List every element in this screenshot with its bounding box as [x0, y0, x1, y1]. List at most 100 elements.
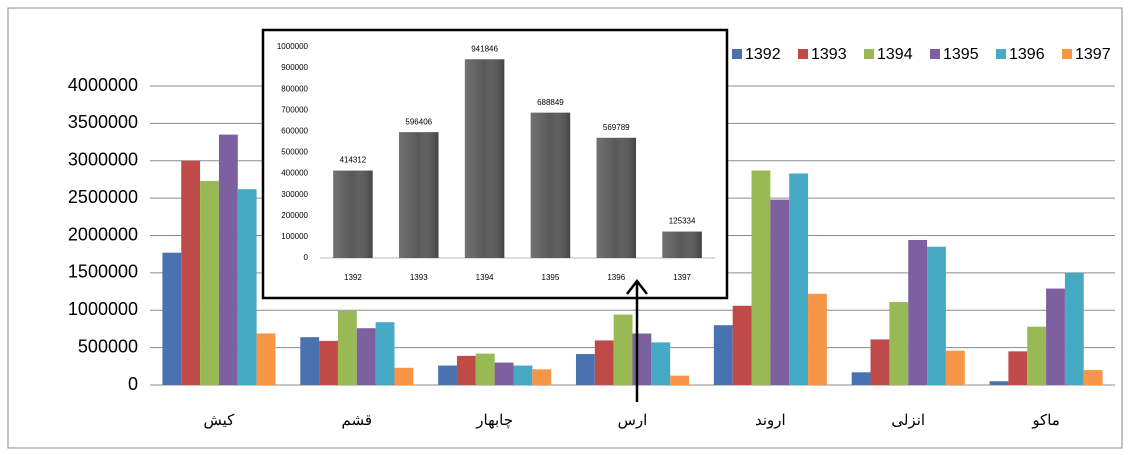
- arrow: [626, 278, 648, 402]
- bar: [594, 340, 614, 385]
- bar: [438, 365, 457, 385]
- x-tick-label: 1396: [607, 273, 625, 282]
- legend-label: 1394: [877, 46, 913, 63]
- bar: [1083, 370, 1103, 385]
- y-tick-label: 1500000: [68, 262, 138, 282]
- bar: [713, 325, 733, 385]
- bar: [870, 339, 890, 385]
- x-tick-label: 1397: [673, 273, 691, 282]
- bar: [162, 252, 182, 385]
- bar: [908, 239, 928, 385]
- legend-label: 1396: [1009, 46, 1045, 63]
- y-tick-label: 2500000: [68, 187, 138, 207]
- y-tick-label: 0: [128, 374, 138, 394]
- x-tick-label: 1394: [476, 273, 494, 282]
- x-tick-label: 1395: [542, 273, 560, 282]
- y-tick-label: 300000: [281, 190, 308, 199]
- bar: [651, 342, 671, 385]
- bar: [851, 372, 871, 385]
- y-tick-label: 500000: [78, 336, 138, 356]
- bar: [237, 189, 257, 385]
- bar: [394, 367, 414, 385]
- data-label: 569789: [603, 123, 630, 132]
- bar: [532, 369, 552, 385]
- legend-swatch: [732, 49, 742, 59]
- bar: [575, 354, 595, 385]
- bar: [337, 310, 357, 385]
- y-tick-label: 600000: [281, 127, 308, 136]
- y-tick-label: 900000: [281, 63, 308, 72]
- y-tick-label: 1000000: [277, 42, 309, 51]
- x-tick-label: اروند: [755, 412, 786, 429]
- bar: [494, 362, 514, 385]
- y-tick-label: 2000000: [68, 224, 138, 244]
- y-tick-label: 3500000: [68, 112, 138, 132]
- bar: [200, 180, 219, 385]
- bar: [770, 199, 790, 385]
- x-tick-label: ارس: [618, 412, 648, 429]
- bar: [613, 314, 633, 385]
- bar: [732, 305, 752, 385]
- bar: [751, 170, 771, 385]
- bar-shade: [596, 137, 636, 258]
- bar: [1008, 351, 1028, 385]
- bar: [218, 134, 238, 385]
- bar: [632, 333, 652, 385]
- y-tick-label: 1000000: [68, 299, 138, 319]
- legend-swatch: [996, 49, 1006, 59]
- bar: [889, 302, 909, 385]
- x-tick-label: کیش: [204, 412, 236, 429]
- data-label: 596406: [405, 117, 432, 126]
- data-label: 941846: [471, 44, 498, 53]
- bar: [1046, 288, 1065, 385]
- bar: [789, 173, 809, 385]
- bar: [1027, 326, 1047, 385]
- bar: [945, 350, 965, 385]
- x-tick-label: قشم: [342, 412, 373, 429]
- y-tick-label: 700000: [281, 105, 308, 114]
- main-chart: 0500000100000015000002000000250000030000…: [68, 46, 1115, 429]
- inset-chart: 0 100000 200000 300000 400000 500000 600000 700…: [261, 28, 729, 300]
- legend-label: 1393: [811, 46, 847, 63]
- bar: [256, 333, 276, 385]
- data-label: 414312: [340, 156, 367, 165]
- data-label: 125334: [669, 217, 696, 226]
- y-tick-label: 200000: [281, 211, 308, 220]
- bar: [181, 160, 201, 385]
- legend-swatch: [930, 49, 940, 59]
- bar: [1064, 272, 1084, 385]
- y-tick-label: 500000: [281, 148, 308, 157]
- bar: [475, 353, 495, 385]
- legend-swatch: [798, 49, 808, 59]
- legend-label: 1397: [1075, 46, 1111, 63]
- legend-label: 1392: [745, 46, 781, 63]
- y-tick-label: 400000: [281, 169, 308, 178]
- y-tick-label: 0: [304, 253, 309, 262]
- bar: [670, 375, 690, 385]
- legend-label: 1395: [943, 46, 979, 63]
- x-tick-label: 1392: [344, 273, 362, 282]
- x-tick-label: چابهار: [475, 412, 513, 429]
- bar-shade: [530, 112, 571, 258]
- x-tick-label: ماکو: [1031, 412, 1060, 429]
- legend-swatch: [864, 49, 874, 59]
- bar-shade: [662, 231, 702, 258]
- x-tick-label: 1393: [410, 273, 428, 282]
- y-tick-label: 4000000: [68, 75, 138, 95]
- data-label: 688849: [537, 98, 564, 107]
- legend-swatch: [1062, 49, 1072, 59]
- bar: [808, 293, 827, 385]
- x-tick-label: انزلی: [891, 412, 925, 429]
- y-tick-label: 800000: [281, 84, 308, 93]
- y-tick-label: 3000000: [68, 150, 138, 170]
- bar: [456, 355, 476, 385]
- y-tick-label: 100000: [281, 232, 308, 241]
- bar-shade: [333, 170, 373, 258]
- bar: [356, 328, 376, 385]
- bar-shade: [399, 132, 439, 258]
- bar: [319, 340, 338, 385]
- bar: [989, 381, 1009, 385]
- bar: [375, 322, 395, 385]
- bar-shade: [464, 59, 505, 258]
